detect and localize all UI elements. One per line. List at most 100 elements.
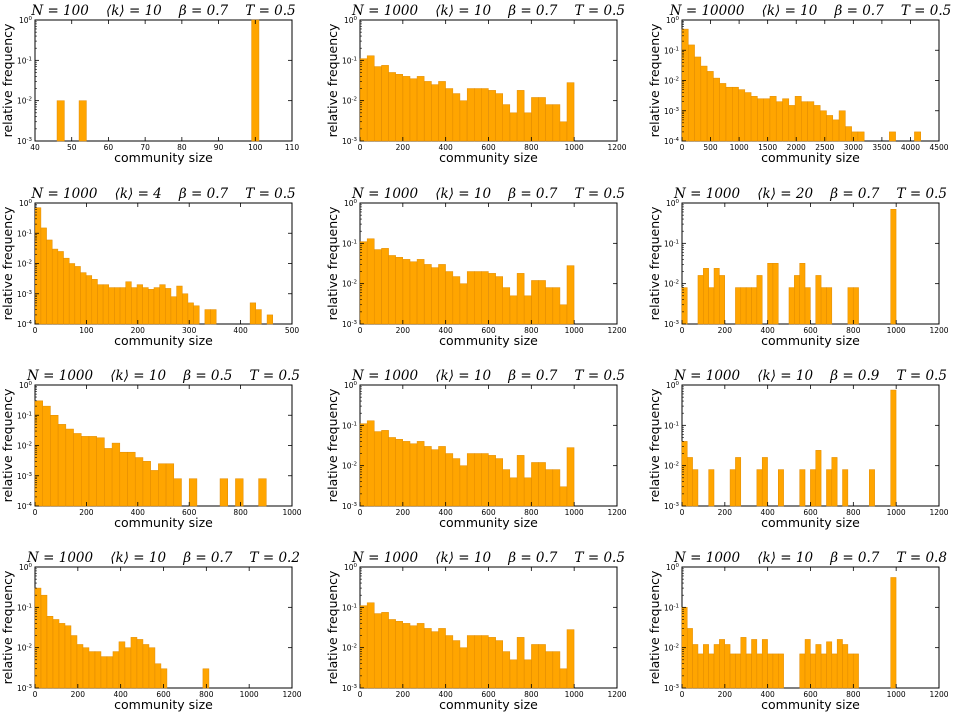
x-tick-label: 200 — [396, 143, 411, 152]
bar — [438, 446, 446, 507]
bar — [502, 104, 511, 142]
bars — [359, 420, 575, 507]
bar — [890, 389, 897, 507]
bar — [767, 653, 774, 689]
x-tick-label: 200 — [79, 508, 94, 517]
x-tick-label: 1000 — [730, 143, 749, 152]
x-tick-label: 400 — [439, 690, 454, 699]
x-tick-label: 1500 — [758, 143, 777, 152]
bar — [706, 71, 714, 142]
chart-title: N = 1000 ⟨k⟩ = 10 β = 0.7 T = 0.5 — [351, 186, 625, 202]
bar — [687, 628, 693, 689]
bar — [559, 668, 568, 689]
bar — [474, 453, 482, 507]
bar — [708, 287, 715, 325]
bar — [738, 89, 746, 142]
y-tick-label: 10-1 — [17, 229, 32, 238]
bar — [914, 131, 921, 142]
bar — [756, 275, 763, 325]
bar — [488, 273, 496, 325]
bar — [258, 478, 267, 507]
bar — [104, 448, 113, 507]
bar — [516, 90, 525, 142]
bar — [466, 635, 475, 689]
y-tick-label: 10-2 — [342, 462, 357, 471]
bar — [531, 97, 539, 142]
y-axis-label: relative frequency — [325, 23, 340, 137]
bar — [395, 439, 403, 507]
chart-title: N = 1000 ⟨k⟩ = 10 β = 0.7 T = 0.5 — [351, 3, 625, 19]
y-tick-label: 100 — [666, 16, 680, 25]
bar — [76, 644, 84, 689]
bar — [431, 449, 439, 507]
chart-title: N = 1000 ⟨k⟩ = 4 β = 0.7 T = 0.5 — [30, 186, 295, 202]
bar — [402, 259, 411, 325]
bar — [88, 436, 97, 507]
x-tick-label: 600 — [481, 690, 496, 699]
bar — [73, 433, 82, 507]
y-tick-label: 100 — [344, 381, 358, 390]
bar — [85, 275, 93, 325]
bar — [438, 81, 446, 142]
bar — [832, 119, 840, 142]
bar — [488, 90, 496, 142]
y-tick-label: 100 — [666, 199, 680, 208]
x-axis-label: community size — [439, 515, 538, 530]
y-axis-label: relative frequency — [0, 23, 15, 137]
y-axis-label: relative frequency — [647, 206, 662, 320]
x-tick-label: 500 — [703, 143, 718, 152]
x-axis-label: community size — [114, 697, 213, 712]
bar — [713, 77, 720, 142]
bar — [388, 255, 396, 325]
bar — [63, 257, 70, 325]
x-tick-label: 50 — [67, 143, 77, 152]
bar — [108, 287, 115, 325]
chart-title: N = 1000 ⟨k⟩ = 20 β = 0.7 T = 0.5 — [673, 186, 947, 202]
x-tick-label: 200 — [71, 690, 86, 699]
bar — [890, 209, 897, 325]
bar — [801, 101, 808, 142]
bar — [424, 81, 432, 142]
bar — [409, 78, 418, 142]
bar — [416, 441, 425, 507]
bar — [445, 453, 454, 507]
bar — [235, 478, 244, 507]
x-tick-label: 0 — [358, 690, 363, 699]
x-axis-label: community size — [114, 150, 213, 165]
x-tick-label: 1200 — [282, 690, 301, 699]
bar — [523, 477, 532, 507]
bar — [40, 594, 48, 689]
bar — [78, 100, 87, 142]
bar — [552, 651, 561, 689]
bar — [794, 96, 802, 142]
bar — [495, 458, 503, 507]
y-tick-label: 100 — [19, 381, 33, 390]
bar — [820, 287, 827, 325]
bar — [91, 279, 98, 325]
y-tick-label: 10-2 — [342, 97, 357, 106]
x-tick-label: 200 — [718, 326, 733, 335]
x-tick-label: 800 — [846, 690, 861, 699]
bar — [474, 88, 482, 142]
bar — [131, 287, 138, 325]
bar — [97, 284, 104, 325]
x-tick-label: 400 — [439, 143, 454, 152]
bar — [531, 462, 539, 507]
bar — [381, 430, 389, 507]
bar — [815, 450, 822, 507]
bar — [100, 656, 108, 689]
bar — [745, 287, 752, 325]
bars — [681, 389, 897, 507]
bar — [204, 309, 211, 325]
bar — [538, 280, 546, 325]
bar — [445, 635, 454, 689]
y-tick-label: 10-1 — [664, 603, 679, 612]
x-tick-label: 800 — [199, 690, 214, 699]
bar — [772, 263, 779, 325]
x-tick-label: 1200 — [929, 508, 948, 517]
y-tick-label: 10-3 — [17, 684, 33, 693]
bar — [114, 287, 121, 325]
